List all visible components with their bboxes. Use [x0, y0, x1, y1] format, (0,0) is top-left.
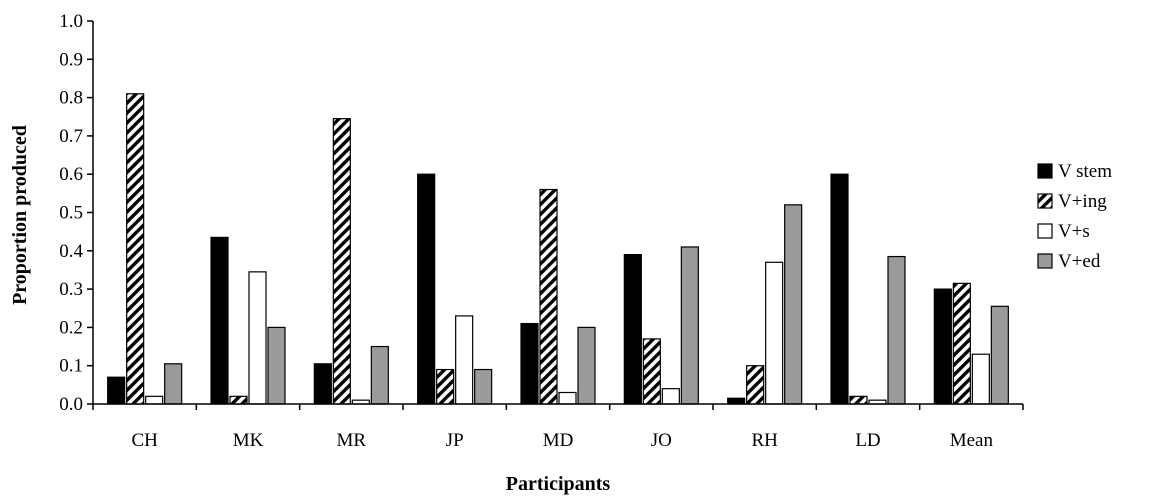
bar-v-stem-mr [313, 363, 332, 405]
bar-v-ing-md [539, 188, 558, 405]
x-tick-label: MK [233, 430, 264, 451]
y-tick-label: 0.3 [59, 279, 83, 300]
y-tick-label: 1.0 [59, 11, 83, 32]
bar-v-stem-ld [830, 173, 849, 405]
y-tick-label: 0.8 [59, 88, 83, 109]
x-tick-label: CH [131, 430, 158, 451]
bar-v-ed-ld [887, 255, 906, 405]
legend-swatch [1037, 193, 1053, 209]
legend-label: V+ed [1058, 251, 1101, 272]
bar-v-ing-jp [436, 368, 455, 405]
bar-v-s-rh [765, 261, 784, 405]
bar-v-s-md [558, 391, 577, 405]
y-tick-label: 0.6 [59, 164, 83, 185]
bar-v-stem-jp [417, 173, 436, 405]
y-tick-label: 0.7 [59, 126, 83, 147]
legend-label: V+ing [1058, 191, 1107, 212]
bar-v-stem-jo [623, 254, 642, 405]
y-tick-label: 0.0 [59, 394, 83, 415]
legend-swatch [1037, 163, 1053, 179]
bar-v-ed-jo [680, 246, 699, 405]
bar-v-stem-mean [933, 288, 952, 405]
x-tick-label: JP [446, 430, 464, 451]
bar-v-ing-ch [126, 93, 145, 405]
legend: V stem V+ing V+s V+ed [1037, 161, 1112, 272]
bar-v-ed-rh [784, 204, 803, 405]
bar-v-ing-rh [746, 365, 765, 405]
bar-v-ed-ch [164, 363, 183, 405]
y-axis: 0.0 0.1 0.2 0.3 0.4 0.5 0.6 0.7 0.8 0.9 1.0 [59, 11, 93, 415]
bar-v-ing-mk [229, 395, 248, 405]
bar-v-ing-ld [849, 395, 868, 405]
bar-v-stem-rh [727, 397, 746, 405]
bar-v-ing-mr [332, 118, 351, 405]
legend-swatch [1037, 223, 1053, 239]
x-tick-label: LD [855, 430, 880, 451]
bar-v-stem-md [520, 322, 539, 405]
y-axis-title: Proportion produced [9, 125, 31, 305]
y-tick-label: 0.1 [59, 356, 83, 377]
bar-v-stem-ch [107, 376, 126, 405]
y-tick-label: 0.4 [59, 241, 83, 262]
x-tick-label: Mean [950, 430, 994, 451]
bar-v-ing-mean [952, 282, 971, 405]
bar-v-s-jp [455, 315, 474, 405]
x-tick-label: MR [337, 430, 367, 451]
x-tick-label: RH [751, 430, 778, 451]
legend-label: V+s [1058, 221, 1090, 242]
bar-v-s-jo [661, 388, 680, 405]
bar-v-ed-jp [474, 368, 493, 405]
bar-v-ed-md [577, 326, 596, 405]
y-tick-label: 0.5 [59, 203, 83, 224]
x-axis-title: Participants [506, 473, 611, 495]
x-tick-label: JO [651, 430, 672, 451]
bar-v-ed-mr [370, 345, 389, 405]
x-axis: CH MK MR JP MD JO RH LD Mean [92, 404, 1024, 451]
legend-label: V stem [1058, 161, 1112, 182]
x-tick-label: MD [543, 430, 574, 451]
bar-v-ed-mean [990, 305, 1009, 405]
y-tick-label: 0.9 [59, 49, 83, 70]
bar-v-stem-mk [210, 236, 229, 405]
y-tick-label: 0.2 [59, 317, 83, 338]
bar-v-s-mk [248, 271, 267, 405]
bar-v-ed-mk [267, 326, 286, 405]
bar-v-ing-jo [642, 338, 661, 405]
bar-v-s-mean [971, 353, 990, 405]
legend-swatch [1037, 253, 1053, 269]
bar-v-s-ch [145, 395, 164, 405]
bar-series-group [107, 93, 1009, 405]
